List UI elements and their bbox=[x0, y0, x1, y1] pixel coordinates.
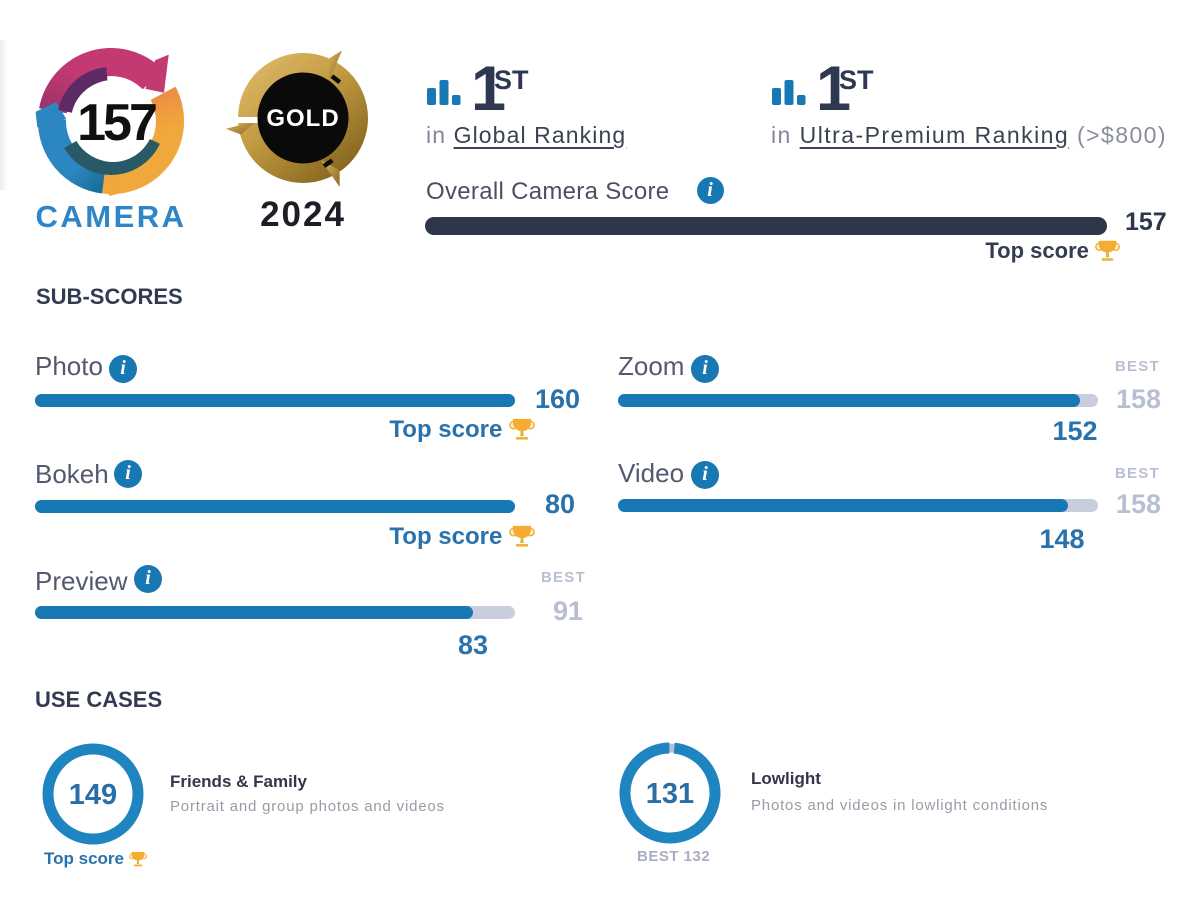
svg-text:149: 149 bbox=[69, 779, 117, 811]
svg-text:131: 131 bbox=[646, 778, 694, 810]
svg-text:157: 157 bbox=[77, 94, 156, 152]
svg-text:GOLD: GOLD bbox=[266, 105, 339, 132]
